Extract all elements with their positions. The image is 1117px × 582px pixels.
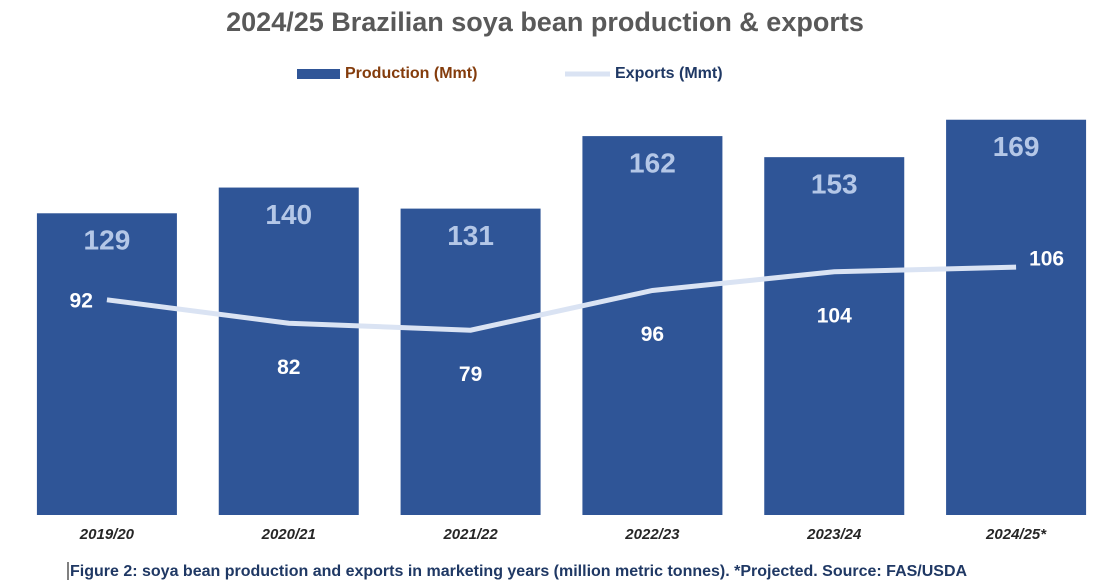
- line: [106, 264, 1017, 333]
- line-value-label: 104: [817, 304, 852, 327]
- line-value-label: 106: [1029, 248, 1064, 271]
- bar-value-label: 129: [84, 225, 131, 256]
- bar: [218, 187, 359, 516]
- x-tick-label: 2021/22: [442, 526, 498, 543]
- caption: Figure 2: soya bean production and expor…: [70, 563, 968, 580]
- x-tick-label: 2019/20: [79, 526, 135, 543]
- x-tick-label: 2020/21: [261, 526, 316, 543]
- bar-value-label: 169: [993, 131, 1040, 162]
- bar-value-label: 131: [447, 220, 494, 251]
- bar: [946, 119, 1087, 515]
- bar-value-label: 162: [629, 147, 676, 178]
- legend-label: Production (Mmt): [345, 65, 477, 82]
- line-value-label: 79: [459, 363, 482, 386]
- legend-label: Exports (Mmt): [615, 65, 723, 82]
- bar: [764, 157, 905, 515]
- x-tick-label: 2022/23: [624, 526, 680, 543]
- bar-value-label: 140: [265, 199, 312, 230]
- x-tick-label: 2024/25*: [985, 526, 1047, 543]
- bar: [36, 213, 177, 516]
- bar: [400, 208, 541, 515]
- chart-title: 2024/25 Brazilian soya bean production &…: [226, 7, 864, 37]
- legend-swatch: [297, 69, 340, 79]
- bar-value-label: 153: [811, 169, 858, 200]
- x-tick-label: 2023/24: [806, 526, 862, 543]
- line-value-label: 92: [70, 289, 93, 312]
- line-value-label: 96: [641, 323, 664, 346]
- bar: [582, 136, 723, 515]
- line-value-label: 82: [277, 356, 300, 379]
